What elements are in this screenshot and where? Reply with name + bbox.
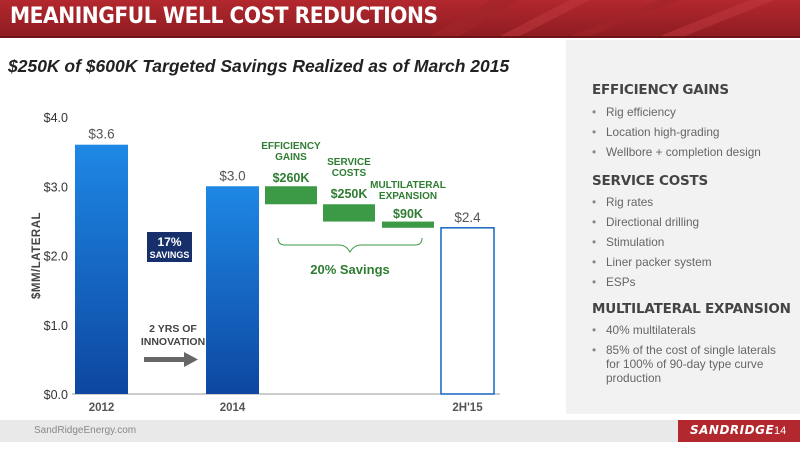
bullet-item: Rig efficiency — [592, 102, 792, 122]
y-tick-label: $3.0 — [44, 180, 68, 194]
innovation-label: INNOVATION — [141, 336, 205, 348]
header-divider — [0, 36, 800, 38]
waterfall-name: COSTS — [332, 168, 367, 179]
page-title: MEANINGFUL WELL COST REDUCTIONS — [10, 4, 438, 29]
bracket-label: 20% Savings — [310, 262, 390, 277]
x-tick-label: 2H'15 — [452, 402, 483, 414]
bullet-item: Wellbore + completion design — [592, 142, 792, 162]
y-tick-label: $0.0 — [44, 388, 68, 402]
bullet-item: Rig rates — [592, 192, 792, 212]
footer-bar — [0, 420, 800, 442]
right-panel: EFFICIENCY GAINS Rig efficiency Location… — [566, 40, 800, 414]
bullet-item: 85% of the cost of single laterals for 1… — [592, 343, 792, 385]
footer-url[interactable]: SandRidgeEnergy.com — [34, 425, 137, 436]
section-title-multilateral: MULTILATERAL EXPANSION — [592, 301, 791, 317]
bullet-item: 40% multilaterals — [592, 320, 792, 340]
bullet-item: Directional drilling — [592, 212, 792, 232]
waterfall-name: MULTILATERAL — [370, 180, 446, 191]
waterfall-value-label: $90K — [393, 207, 423, 221]
bar-value-label: $3.0 — [219, 168, 245, 183]
savings-badge-percent: 17% — [157, 235, 181, 249]
waterfall-value-label: $250K — [331, 187, 368, 201]
y-tick-label: $1.0 — [44, 319, 68, 333]
page-number: 14 — [774, 425, 787, 437]
footer-brand-block — [678, 420, 800, 442]
waterfall-step-2 — [382, 221, 434, 228]
waterfall-name: SERVICE — [327, 157, 371, 168]
bar-value-label: $2.4 — [454, 210, 481, 225]
bullet-item: ESPs — [592, 272, 792, 292]
waterfall-name: EFFICIENCY — [261, 141, 321, 152]
bullet-item: Stimulation — [592, 232, 792, 252]
waterfall-step-0 — [265, 186, 317, 205]
innovation-arrow-head — [184, 352, 198, 367]
bar-2012 — [75, 144, 128, 394]
cost-chart: $0.0 $1.0 $2.0 $3.0 $4.0 $MM/LATERAL $3.6 2012 $… — [31, 111, 500, 414]
savings-badge-label: SAVINGS — [150, 250, 190, 260]
innovation-arrow-shaft — [144, 357, 186, 362]
bar-value-label: $3.6 — [88, 127, 114, 142]
x-tick-label: 2012 — [89, 402, 115, 414]
innovation-label: 2 YRS OF — [149, 323, 197, 335]
waterfall-name: GAINS — [275, 152, 307, 163]
section-title-service: SERVICE COSTS — [592, 173, 709, 189]
waterfall-name: EXPANSION — [379, 191, 437, 202]
bar-2014 — [206, 186, 259, 394]
waterfall-step-1 — [323, 204, 375, 222]
bullet-item: Liner packer system — [592, 252, 792, 272]
bullet-item: Location high-grading — [592, 122, 792, 142]
efficiency-bullets: Rig efficiency Location high-grading Wel… — [592, 102, 792, 162]
header-band: MEANINGFUL WELL COST REDUCTIONS — [0, 0, 800, 36]
sandridge-logo: SANDRIDGE — [690, 423, 775, 437]
service-bullets: Rig rates Directional drilling Stimulati… — [592, 192, 792, 292]
y-tick-label: $2.0 — [44, 250, 68, 264]
section-title-efficiency: EFFICIENCY GAINS — [592, 82, 729, 98]
savings-bracket — [277, 237, 423, 254]
header-swoosh-decoration — [430, 0, 775, 36]
y-tick-label: $4.0 — [44, 111, 68, 125]
savings-badge — [147, 232, 192, 262]
multilateral-bullets: 40% multilaterals 85% of the cost of sin… — [592, 320, 792, 388]
y-axis-label: $MM/LATERAL — [31, 212, 43, 299]
x-tick-label: 2014 — [220, 402, 246, 414]
subtitle: $250K of $600K Targeted Savings Realized… — [8, 56, 510, 76]
bar-2H'15 — [440, 227, 495, 395]
waterfall-value-label: $260K — [273, 171, 310, 185]
